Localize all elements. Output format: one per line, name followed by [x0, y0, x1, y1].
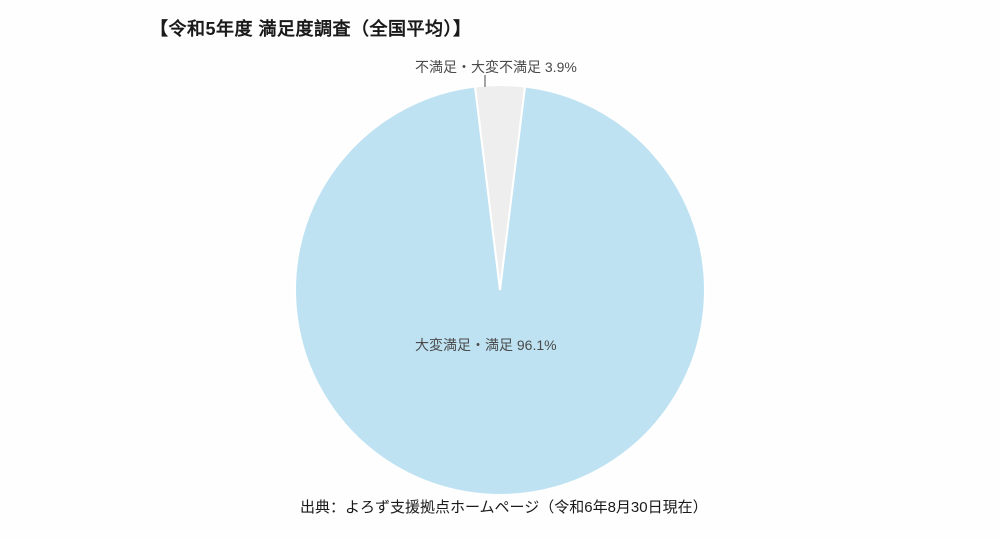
pie-chart: 大変満足・満足 96.1%不満足・大変不満足 3.9%	[285, 75, 715, 505]
chart-caption: 出典：よろず支援拠点ホームページ（令和6年8月30日現在）	[300, 496, 708, 517]
chart-title: 【令和5年度 満足度調査（全国平均）】	[150, 15, 472, 41]
slice-label: 不満足・大変不満足 3.9%	[415, 57, 577, 77]
slice-label: 大変満足・満足 96.1%	[415, 335, 557, 355]
pie-svg	[285, 75, 715, 505]
